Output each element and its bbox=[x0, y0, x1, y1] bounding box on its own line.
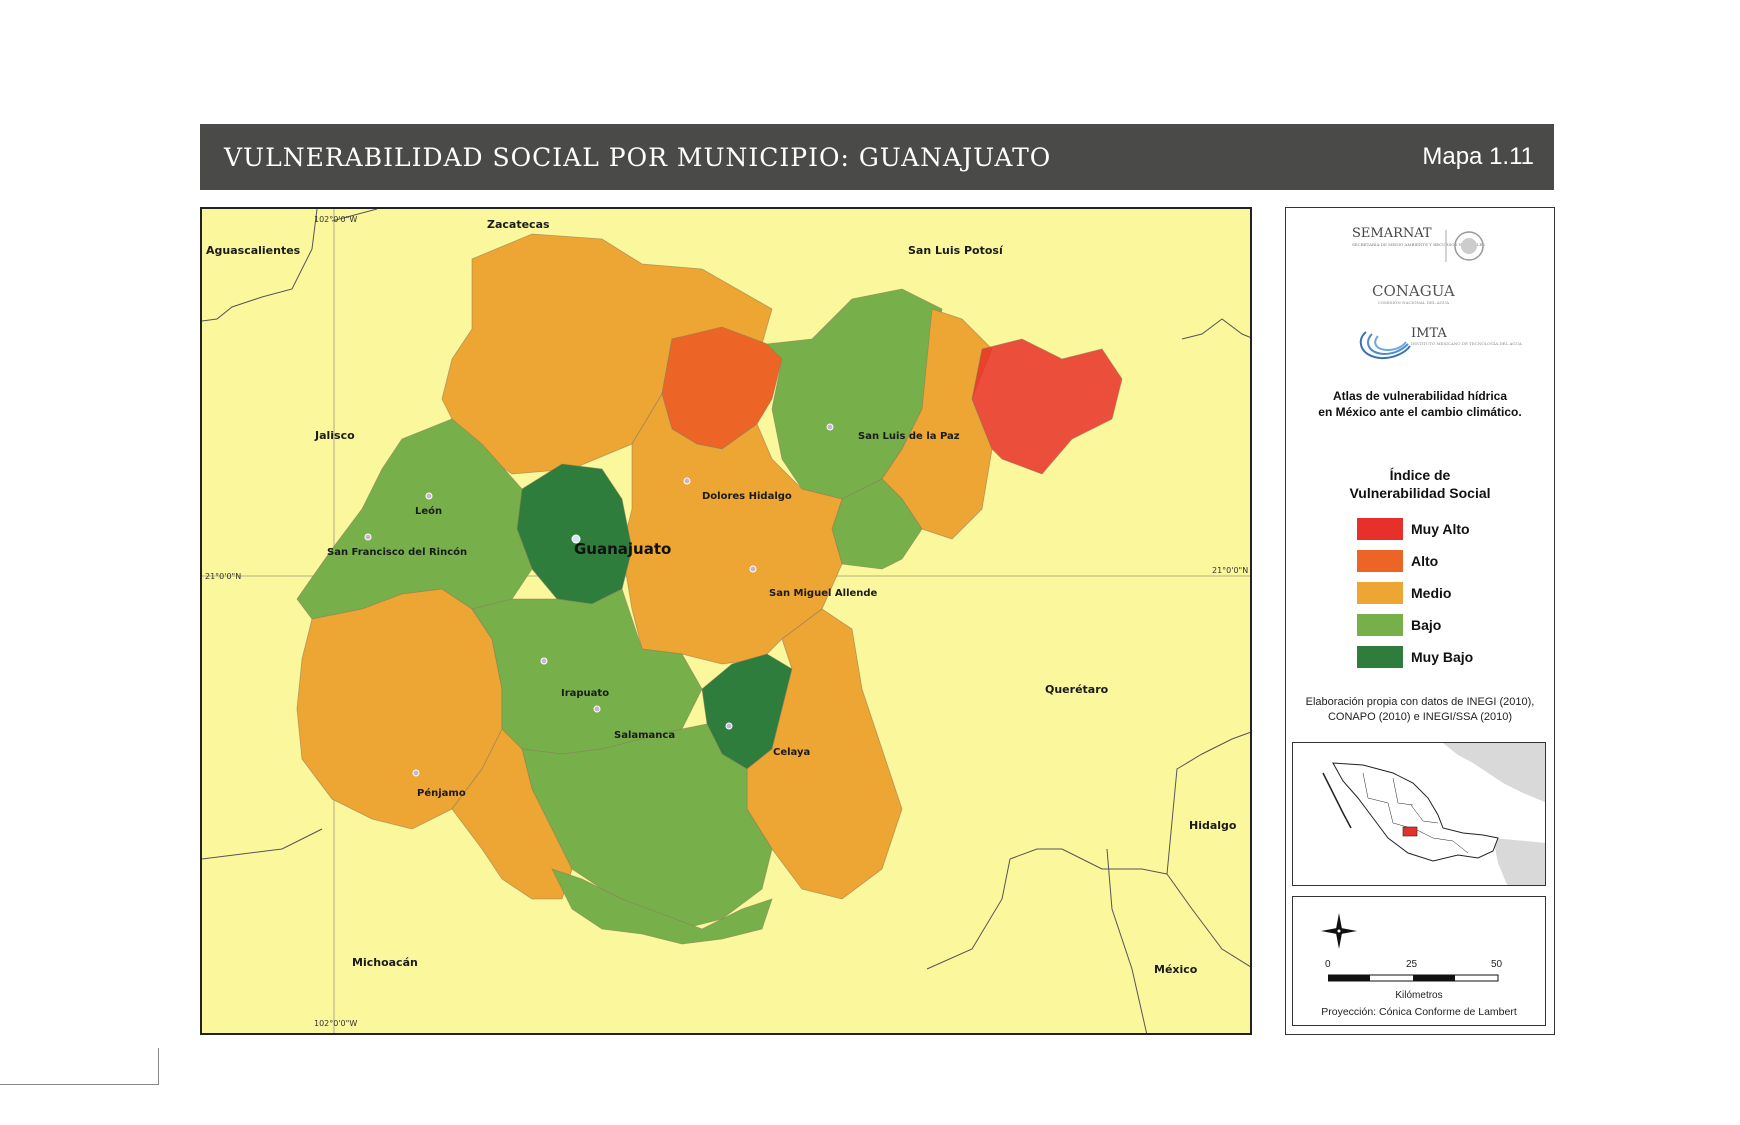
legend-item-medio: Medio bbox=[1357, 581, 1451, 605]
scale-tick-25: 25 bbox=[1406, 959, 1418, 970]
scale-box: 0 25 50 Kilómetros Proyección: Cónica Co… bbox=[1292, 896, 1546, 1026]
city-salamanca: Salamanca bbox=[614, 730, 676, 741]
map-title: VULNERABILIDAD SOCIAL POR MUNICIPIO: GUA… bbox=[224, 142, 1052, 172]
city-leon: León bbox=[415, 506, 443, 517]
conagua-logo: CONAGUA COMISIÓN NACIONAL DEL AGUA bbox=[1372, 282, 1455, 305]
municipality-medio-se bbox=[746, 608, 903, 900]
title-bar: VULNERABILIDAD SOCIAL POR MUNICIPIO: GUA… bbox=[200, 124, 1554, 190]
city-irapuato: Irapuato bbox=[561, 688, 610, 699]
imta-wave-icon bbox=[1359, 331, 1411, 360]
scale-bar bbox=[1328, 974, 1499, 982]
legend-item-bajo: Bajo bbox=[1357, 613, 1441, 637]
neighbor-jalisco: Jalisco bbox=[315, 429, 355, 442]
municipality-medio-center bbox=[621, 393, 843, 665]
scale-units: Kilómetros bbox=[1395, 990, 1443, 1001]
legend-item-muy-bajo: Muy Bajo bbox=[1357, 645, 1473, 669]
legend-swatch bbox=[1357, 550, 1403, 572]
legend-swatch bbox=[1357, 582, 1403, 604]
legend-swatch bbox=[1357, 518, 1403, 540]
city-penjamo: Pénjamo bbox=[417, 788, 466, 799]
coord-right: 21°0'0"N bbox=[1212, 566, 1249, 575]
map-frame: Aguascalientes Zacatecas San Luis Potosí… bbox=[200, 207, 1252, 1035]
projection-note: Proyección: Cónica Conforme de Lambert bbox=[1321, 1006, 1517, 1018]
neighbor-zacatecas: Zacatecas bbox=[487, 218, 550, 231]
legend-title: Índice de Vulnerabilidad Social bbox=[1349, 467, 1491, 501]
city-guanajuato: Guanajuato bbox=[574, 540, 672, 558]
legend-panel: SEMARNAT SECRETARÍA DE MEDIO AMBIENTE Y … bbox=[1285, 207, 1555, 1035]
neighbor-san-luis-potosi: San Luis Potosí bbox=[908, 244, 1003, 257]
city-san-luis-de-la-paz: San Luis de la Paz bbox=[858, 431, 960, 442]
mexico-inset-map bbox=[1293, 743, 1545, 885]
legend-item-muy-alto: Muy Alto bbox=[1357, 517, 1470, 541]
coord-left: 21°0'0"N bbox=[205, 572, 242, 581]
neighbor-hidalgo: Hidalgo bbox=[1189, 819, 1237, 832]
legend-item-alto: Alto bbox=[1357, 549, 1438, 573]
city-markers bbox=[364, 423, 834, 777]
atlas-title: Atlas de vulnerabilidad hídrica en Méxic… bbox=[1318, 389, 1522, 419]
north-arrow-icon bbox=[1321, 913, 1357, 949]
map-number: Mapa 1.11 bbox=[1422, 143, 1534, 170]
legend-swatch bbox=[1357, 646, 1403, 668]
city-san-francisco-del-rincon: San Francisco del Rincón bbox=[327, 547, 468, 558]
mexico-seal-icon bbox=[1445, 230, 1484, 262]
municipalities bbox=[296, 233, 1123, 945]
city-celaya: Celaya bbox=[773, 747, 811, 758]
scale-tick-0: 0 bbox=[1325, 959, 1331, 970]
neighbor-mexico: México bbox=[1154, 963, 1198, 976]
state-borders bbox=[202, 209, 1250, 1033]
neighbor-michoacan: Michoacán bbox=[352, 956, 418, 969]
semarnat-logo: SEMARNAT SECRETARÍA DE MEDIO AMBIENTE Y … bbox=[1352, 226, 1486, 247]
neighbor-queretaro: Querétaro bbox=[1045, 683, 1109, 696]
municipality-muy-alto bbox=[971, 338, 1123, 475]
imta-logo: IMTA INSTITUTO MEXICANO DE TECNOLOGÍA DE… bbox=[1411, 326, 1522, 346]
page-corner-mark bbox=[0, 1048, 159, 1085]
state-map bbox=[202, 209, 1250, 1033]
scale-tick-50: 50 bbox=[1491, 959, 1503, 970]
legend-swatch bbox=[1357, 614, 1403, 636]
municipality-bajo-bottom bbox=[551, 868, 773, 945]
coord-top: 102°0'0"W bbox=[314, 215, 358, 224]
coord-bottom: 102°0'0"W bbox=[314, 1019, 358, 1028]
city-san-miguel-allende: San Miguel Allende bbox=[769, 588, 878, 599]
municipality-guanajuato bbox=[516, 463, 633, 605]
municipality-alto-north bbox=[661, 326, 783, 450]
neighbor-aguascalientes: Aguascalientes bbox=[206, 244, 301, 257]
location-inset-map bbox=[1292, 742, 1546, 886]
city-dolores-hidalgo: Dolores Hidalgo bbox=[702, 491, 792, 502]
data-source: Elaboración propia con datos de INEGI (2… bbox=[1305, 696, 1535, 723]
